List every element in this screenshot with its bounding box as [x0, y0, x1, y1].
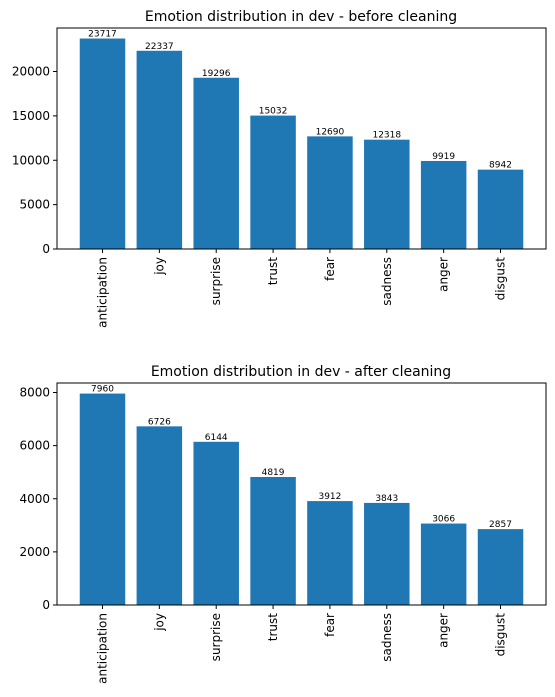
- x-tick-label-sadness: sadness: [380, 613, 394, 662]
- y-tick-label: 15000: [12, 109, 50, 123]
- data-label-trust: 15032: [259, 107, 288, 117]
- data-label-group: 7960 6726 6144 4819 3912 3843 3066 2857: [91, 385, 512, 531]
- x-tick-label-disgust: disgust: [494, 257, 508, 301]
- data-label-anger: 9919: [432, 152, 455, 162]
- data-label-sadness: 3843: [375, 494, 398, 504]
- chart-before-cleaning: Emotion distribution in dev - before cle…: [12, 9, 547, 328]
- y-tick-label: 5000: [19, 198, 50, 212]
- bar-anticipation: [79, 38, 126, 249]
- bar-surprise: [193, 441, 239, 605]
- bar-sadness: [364, 139, 410, 249]
- data-label-surprise: 19296: [202, 69, 231, 79]
- bar-joy: [136, 50, 183, 249]
- data-label-group: 23717 22337 19296 15032 12690 12318 9919 8942: [88, 30, 512, 171]
- y-axis: 0 5000 10000 15000 20000: [12, 65, 57, 256]
- y-tick-label: 4000: [19, 492, 50, 506]
- bar-anger: [420, 160, 467, 249]
- data-label-anticipation: 7960: [91, 385, 114, 395]
- bar-disgust: [477, 169, 524, 249]
- bar-joy: [136, 426, 183, 605]
- x-tick-label-joy: joy: [152, 257, 166, 276]
- chart-title: Emotion distribution in dev - before cle…: [145, 9, 457, 25]
- x-tick-label-disgust: disgust: [494, 613, 508, 657]
- bar-group: [79, 393, 524, 605]
- chart-title: Emotion distribution in dev - after clea…: [151, 364, 451, 380]
- x-tick-label-surprise: surprise: [209, 257, 223, 305]
- x-axis: anticipation joy surprise trust fear sadness a…: [95, 249, 508, 328]
- bar-disgust: [477, 529, 524, 605]
- chart-after-cleaning: Emotion distribution in dev - after clea…: [19, 364, 547, 684]
- x-axis: anticipation joy surprise trust fear sadness a…: [95, 605, 508, 684]
- data-label-fear: 12690: [316, 127, 345, 137]
- x-tick-label-trust: trust: [266, 613, 280, 641]
- plot-frame: [56, 382, 547, 606]
- y-tick-label: 0: [42, 242, 50, 256]
- data-label-anger: 3066: [432, 515, 455, 525]
- plot-frame: [56, 27, 547, 250]
- x-tick-label-anger: anger: [437, 613, 451, 648]
- y-tick-label: 6000: [19, 439, 50, 453]
- bar-fear: [307, 501, 353, 605]
- data-label-joy: 6726: [148, 417, 171, 427]
- bar-sadness: [364, 502, 410, 605]
- data-label-sadness: 12318: [372, 131, 401, 141]
- y-tick-label: 20000: [12, 65, 50, 79]
- data-label-joy: 22337: [145, 42, 174, 52]
- bar-anticipation: [79, 393, 126, 605]
- data-label-surprise: 6144: [205, 433, 228, 443]
- bar-fear: [307, 136, 353, 249]
- x-tick-label-trust: trust: [266, 257, 280, 285]
- data-label-anticipation: 23717: [88, 30, 117, 40]
- x-tick-label-anger: anger: [437, 257, 451, 292]
- data-label-disgust: 8942: [489, 161, 512, 171]
- y-tick-label: 8000: [19, 386, 50, 400]
- x-tick-label-fear: fear: [323, 257, 337, 281]
- y-axis: 0 2000 4000 6000 8000: [19, 386, 57, 612]
- bar-anger: [420, 523, 467, 605]
- bar-surprise: [193, 77, 239, 249]
- x-tick-label-anticipation: anticipation: [95, 613, 109, 684]
- x-tick-label-surprise: surprise: [209, 613, 223, 661]
- data-label-fear: 3912: [318, 492, 341, 502]
- data-label-disgust: 2857: [489, 520, 512, 530]
- bar-trust: [250, 115, 296, 249]
- bar-trust: [250, 477, 296, 605]
- y-tick-label: 10000: [12, 153, 50, 167]
- x-tick-label-joy: joy: [152, 613, 166, 632]
- y-tick-label: 2000: [19, 545, 50, 559]
- x-tick-label-fear: fear: [323, 613, 337, 637]
- data-label-trust: 4819: [262, 468, 285, 478]
- bar-group: [79, 38, 524, 249]
- x-tick-label-sadness: sadness: [380, 257, 394, 306]
- y-tick-label: 0: [42, 598, 50, 612]
- x-tick-label-anticipation: anticipation: [95, 257, 109, 328]
